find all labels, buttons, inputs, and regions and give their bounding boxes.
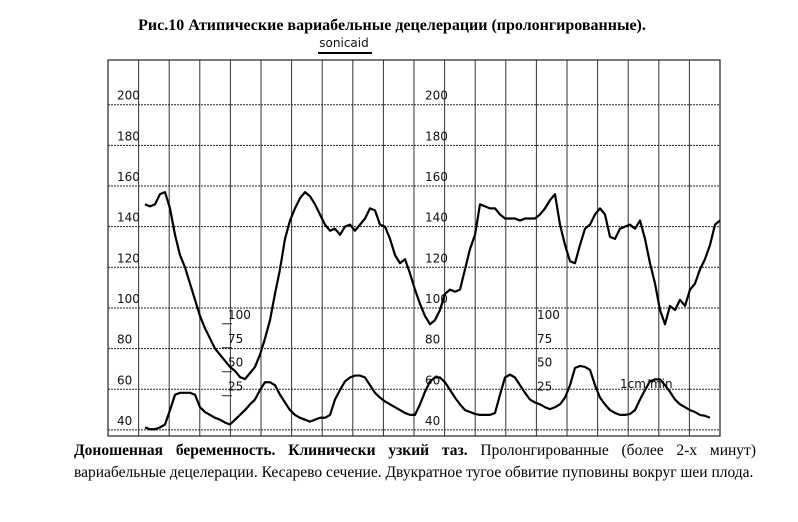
y-tick-label: 80 [425, 333, 440, 347]
y-tick-label: 40 [425, 414, 440, 428]
brand: sonicaid [319, 36, 368, 50]
y2-tick-label: 25 [228, 380, 243, 394]
y2-tick-label: 100 [228, 308, 251, 322]
y-tick-label: 160 [425, 170, 448, 184]
y-tick-label: 200 [117, 89, 140, 103]
y-tick-label: 140 [425, 211, 448, 225]
y2-tick-label: 75 [537, 332, 552, 346]
chart: Рис.10 Атипические вариабельные децелера… [107, 17, 721, 437]
y-tick-label: 60 [117, 373, 132, 387]
caption-bold: Доношенная беременность. Клинически узки… [74, 442, 468, 459]
contraction-line [144, 364, 711, 431]
y-tick-label: 200 [425, 89, 448, 103]
y-tick-label: 40 [117, 414, 132, 428]
y-tick-label: 140 [117, 211, 140, 225]
caption-text: Пролонгированные (более 2-х минут) вариа… [74, 442, 756, 481]
heart-rate-line [144, 191, 721, 381]
y2-tick-label: 50 [228, 356, 243, 370]
y2-tick-label: 75 [228, 332, 243, 346]
chart-title: Рис.10 Атипические вариабельные децелера… [138, 17, 646, 34]
caption: Доношенная беременность. Клинически узки… [74, 440, 756, 484]
y-tick-label: 180 [117, 129, 140, 143]
plot-frame [107, 59, 721, 437]
y-tick-label: 120 [425, 251, 448, 265]
y-tick-label: 100 [117, 292, 140, 306]
y2-tick-label: 25 [537, 380, 552, 394]
y-tick-label: 120 [117, 251, 140, 265]
y-tick-label: 160 [117, 170, 140, 184]
y2-tick-label: 100 [537, 308, 560, 322]
y2-tick-label: 50 [537, 356, 552, 370]
y-tick-label: 80 [117, 333, 132, 347]
y-tick-label: 180 [425, 129, 448, 143]
grid [107, 59, 721, 437]
